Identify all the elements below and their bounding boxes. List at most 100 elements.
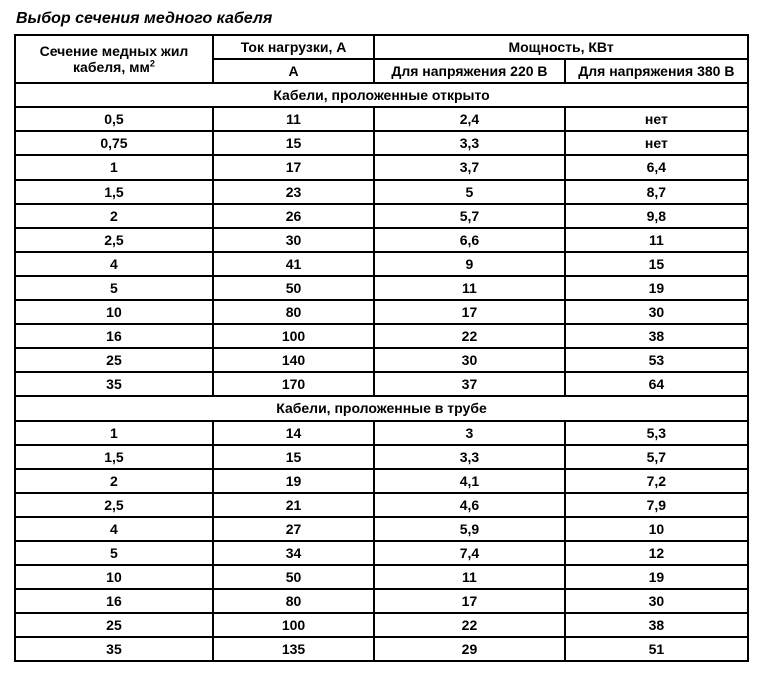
table-cell-p380: 38 (565, 613, 748, 637)
col-header-power-group: Мощность, КВт (374, 35, 748, 59)
table-row: 2,5214,67,9 (15, 493, 748, 517)
table-cell-p220: 29 (374, 637, 565, 661)
table-cell-cur: 100 (213, 324, 374, 348)
table-cell-cur: 15 (213, 131, 374, 155)
table-row: 1,52358,7 (15, 180, 748, 204)
table-cell-p220: 17 (374, 589, 565, 613)
page-title: Выбор сечения медного кабеля (16, 10, 749, 28)
table-cell-p380: 9,8 (565, 204, 748, 228)
table-cell-p220: 22 (374, 324, 565, 348)
table-cell-p220: 37 (374, 372, 565, 396)
table-cell-sec: 16 (15, 589, 213, 613)
table-cell-p380: 19 (565, 276, 748, 300)
table-row: 251403053 (15, 348, 748, 372)
table-cell-cur: 19 (213, 469, 374, 493)
table-cell-p220: 4,6 (374, 493, 565, 517)
table-cell-sec: 0,75 (15, 131, 213, 155)
table-cell-sec: 25 (15, 348, 213, 372)
table-cell-sec: 1 (15, 155, 213, 179)
table-row: 2265,79,8 (15, 204, 748, 228)
table-cell-cur: 135 (213, 637, 374, 661)
col-header-current-group: Ток нагрузки, А (213, 35, 374, 59)
table-cell-sec: 2 (15, 469, 213, 493)
table-cell-sec: 5 (15, 276, 213, 300)
table-row: 5501119 (15, 276, 748, 300)
table-cell-p380: 7,9 (565, 493, 748, 517)
table-body: Кабели, проложенные открыто0,5112,4нет0,… (15, 83, 748, 661)
table-cell-cur: 80 (213, 589, 374, 613)
table-cell-cur: 23 (213, 180, 374, 204)
table-cell-p380: 15 (565, 252, 748, 276)
table-cell-sec: 10 (15, 565, 213, 589)
table-cell-sec: 35 (15, 637, 213, 661)
table-cell-sec: 1 (15, 421, 213, 445)
table-cell-p380: 19 (565, 565, 748, 589)
table-cell-p220: 5,7 (374, 204, 565, 228)
col-header-section-sup: 2 (150, 58, 155, 68)
table-row: 351703764 (15, 372, 748, 396)
table-cell-sec: 2 (15, 204, 213, 228)
table-cell-cur: 41 (213, 252, 374, 276)
table-cell-p380: 51 (565, 637, 748, 661)
table-cell-p380: 38 (565, 324, 748, 348)
table-cell-p220: 6,6 (374, 228, 565, 252)
table-cell-cur: 26 (213, 204, 374, 228)
table-cell-p380: нет (565, 107, 748, 131)
table-row: 2,5306,611 (15, 228, 748, 252)
table-cell-cur: 27 (213, 517, 374, 541)
table-cell-p380: 30 (565, 300, 748, 324)
table-cell-sec: 16 (15, 324, 213, 348)
table-cell-cur: 140 (213, 348, 374, 372)
table-cell-sec: 5 (15, 541, 213, 565)
table-row: 351352951 (15, 637, 748, 661)
table-cell-p220: 3,3 (374, 445, 565, 469)
table-row: 5347,412 (15, 541, 748, 565)
col-header-power-380: Для напряжения 380 В (565, 59, 748, 83)
table-cell-cur: 170 (213, 372, 374, 396)
table-cell-p220: 3,7 (374, 155, 565, 179)
table-cell-sec: 4 (15, 517, 213, 541)
table-row: 1,5153,35,7 (15, 445, 748, 469)
table-cell-cur: 80 (213, 300, 374, 324)
table-cell-p380: 64 (565, 372, 748, 396)
table-cell-p380: 53 (565, 348, 748, 372)
table-cell-cur: 17 (213, 155, 374, 179)
table-cell-p380: 5,7 (565, 445, 748, 469)
table-row: 4275,910 (15, 517, 748, 541)
table-row: 16801730 (15, 589, 748, 613)
section-heading: Кабели, проложенные открыто (15, 83, 748, 107)
table-cell-p380: 11 (565, 228, 748, 252)
table-cell-p220: 2,4 (374, 107, 565, 131)
table-cell-sec: 2,5 (15, 228, 213, 252)
table-cell-p220: 7,4 (374, 541, 565, 565)
table-cell-cur: 100 (213, 613, 374, 637)
table-cell-p220: 17 (374, 300, 565, 324)
table-cell-cur: 50 (213, 276, 374, 300)
col-header-power-220: Для напряжения 220 В (374, 59, 565, 83)
table-cell-p380: 6,4 (565, 155, 748, 179)
table-cell-sec: 10 (15, 300, 213, 324)
table-row: 0,75153,3нет (15, 131, 748, 155)
table-row: 10801730 (15, 300, 748, 324)
col-header-section-l2: кабеля, мм (73, 59, 150, 75)
table-cell-cur: 34 (213, 541, 374, 565)
table-cell-p220: 11 (374, 276, 565, 300)
table-cell-p220: 22 (374, 613, 565, 637)
table-cell-sec: 35 (15, 372, 213, 396)
table-cell-cur: 30 (213, 228, 374, 252)
table-cell-cur: 11 (213, 107, 374, 131)
table-cell-cur: 50 (213, 565, 374, 589)
table-row: 2194,17,2 (15, 469, 748, 493)
table-cell-p380: 8,7 (565, 180, 748, 204)
table-cell-sec: 1,5 (15, 445, 213, 469)
table-row: 11435,3 (15, 421, 748, 445)
table-cell-p220: 4,1 (374, 469, 565, 493)
table-cell-p380: нет (565, 131, 748, 155)
table-cell-p220: 11 (374, 565, 565, 589)
table-row: 251002238 (15, 613, 748, 637)
table-row: 1173,76,4 (15, 155, 748, 179)
table-cell-p380: 12 (565, 541, 748, 565)
table-cell-sec: 1,5 (15, 180, 213, 204)
table-cell-sec: 25 (15, 613, 213, 637)
table-row: 0,5112,4нет (15, 107, 748, 131)
